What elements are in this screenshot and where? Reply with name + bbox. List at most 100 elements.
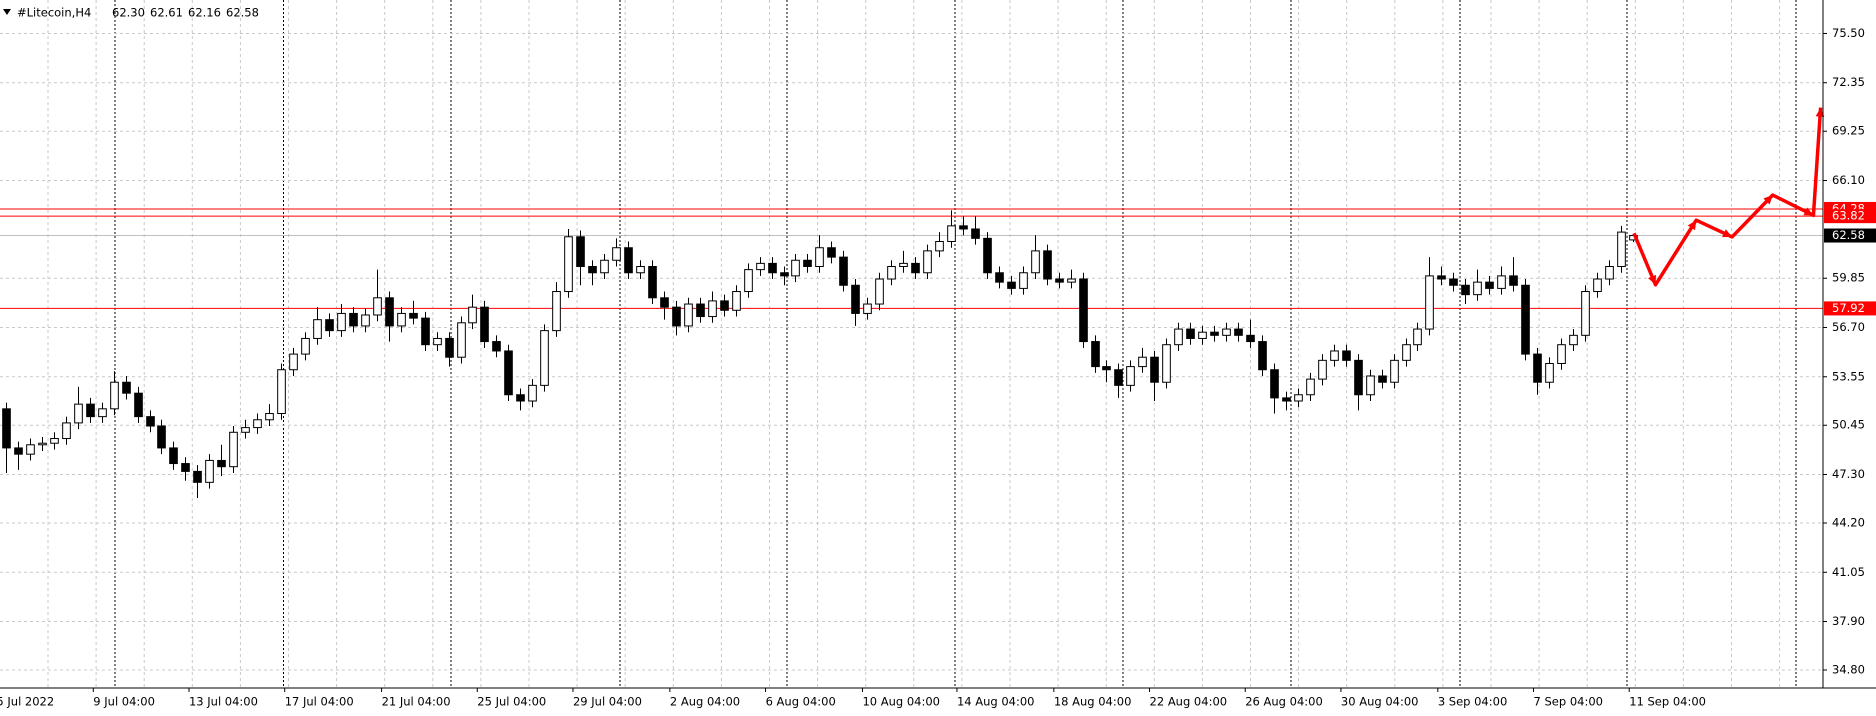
x-tick-label: 5 Jul 2022 — [0, 695, 54, 709]
x-tick-label: 29 Jul 04:00 — [573, 695, 642, 709]
candle-body — [1091, 341, 1100, 368]
candle-body — [122, 381, 131, 394]
y-tick-label: 34.80 — [1832, 663, 1865, 677]
x-tick-label: 11 Sep 04:00 — [1629, 695, 1706, 709]
candle-body — [1031, 250, 1040, 274]
candle-body — [86, 403, 95, 418]
candle-body — [1605, 266, 1614, 280]
candle-body — [1437, 275, 1446, 280]
candle-body — [157, 425, 166, 449]
y-tick-label: 41.05 — [1832, 565, 1865, 579]
candle-body — [588, 266, 597, 274]
candle-body — [875, 278, 884, 305]
candle-body — [241, 427, 250, 433]
y-tick-label: 66.10 — [1832, 173, 1865, 187]
candle-body — [1294, 394, 1303, 402]
symbol: #Litecoin,H4 — [17, 6, 91, 20]
candle-body — [624, 247, 633, 274]
candle-body — [1114, 369, 1123, 386]
x-tick-label: 21 Jul 04:00 — [382, 695, 451, 709]
candle-body — [110, 381, 119, 410]
collapse-icon[interactable] — [3, 9, 11, 15]
candle-body — [457, 322, 466, 358]
arrowhead — [1815, 107, 1825, 117]
level-label: 62.58 — [1832, 228, 1865, 242]
candle-body — [552, 291, 561, 332]
y-tick-label: 72.35 — [1832, 75, 1865, 89]
header-open: 62.30 — [112, 6, 145, 20]
candle-body — [1425, 275, 1434, 330]
candle-body — [1234, 328, 1243, 336]
candle-body — [1485, 281, 1494, 289]
candle-body — [1449, 278, 1458, 286]
candle-body — [803, 259, 812, 268]
candle-body — [1593, 278, 1602, 293]
candle-body — [612, 247, 621, 261]
candle-body — [672, 306, 681, 327]
x-tick-label: 18 Aug 04:00 — [1054, 695, 1132, 709]
candle-body — [289, 353, 298, 371]
candle-body — [193, 470, 202, 483]
candle-body — [1581, 291, 1590, 336]
candle-body — [1186, 328, 1195, 339]
candle-body — [38, 442, 47, 446]
level-label: 63.82 — [1832, 209, 1865, 223]
candle-body — [636, 266, 645, 274]
candle-body — [337, 312, 346, 332]
x-tick-label: 13 Jul 04:00 — [189, 695, 258, 709]
candle-body — [301, 337, 310, 355]
candle-body — [576, 236, 585, 268]
candle-body — [660, 297, 669, 308]
candle-body — [1354, 359, 1363, 396]
y-tick-label: 53.55 — [1832, 369, 1865, 383]
level-label-bg — [1824, 228, 1876, 243]
candle-body — [480, 306, 489, 343]
candle-body — [1318, 359, 1327, 380]
candle-body — [1174, 328, 1183, 346]
candle-body — [445, 337, 454, 358]
candle-body — [1270, 369, 1279, 399]
candle-body — [780, 272, 789, 277]
y-tick-label: 50.45 — [1832, 418, 1865, 432]
candle-body — [911, 262, 920, 274]
level-label: 57.92 — [1832, 301, 1865, 315]
header-high: 62.61 — [150, 6, 183, 20]
candle-body — [146, 416, 155, 427]
y-tick-label: 37.90 — [1832, 614, 1865, 628]
candle-body — [1019, 272, 1028, 289]
candle-body — [1258, 341, 1267, 371]
candle-body — [98, 408, 107, 418]
candle-body — [720, 300, 729, 311]
grid — [0, 0, 1823, 688]
x-tick-label: 9 Jul 04:00 — [93, 695, 155, 709]
candle-body — [74, 403, 83, 424]
candle-body — [1557, 344, 1566, 364]
candle-body — [1366, 375, 1375, 396]
candle-body — [1126, 366, 1135, 386]
candle-body — [887, 266, 896, 280]
candle-body — [1150, 356, 1159, 383]
candle-body — [1497, 275, 1506, 289]
x-tick-label: 25 Jul 04:00 — [477, 695, 546, 709]
candle-body — [923, 250, 932, 274]
x-tick-label: 17 Jul 04:00 — [285, 695, 354, 709]
candle-body — [768, 262, 777, 274]
candle-body — [14, 447, 23, 455]
arrowhead — [1722, 229, 1733, 238]
candle-body — [433, 337, 442, 346]
x-tick-label: 26 Aug 04:00 — [1245, 695, 1323, 709]
header-close: 62.58 — [226, 6, 259, 20]
candle-body — [995, 272, 1004, 283]
candle-body — [1402, 344, 1411, 361]
x-tick-label: 6 Aug 04:00 — [766, 695, 836, 709]
candle-body — [325, 319, 334, 332]
candle-body — [397, 312, 406, 327]
candle-body — [1282, 397, 1291, 402]
x-tick-label: 7 Sep 04:00 — [1534, 695, 1603, 709]
x-tick-label: 22 Aug 04:00 — [1150, 695, 1228, 709]
candle-body — [361, 314, 370, 327]
candle-body — [217, 459, 226, 468]
